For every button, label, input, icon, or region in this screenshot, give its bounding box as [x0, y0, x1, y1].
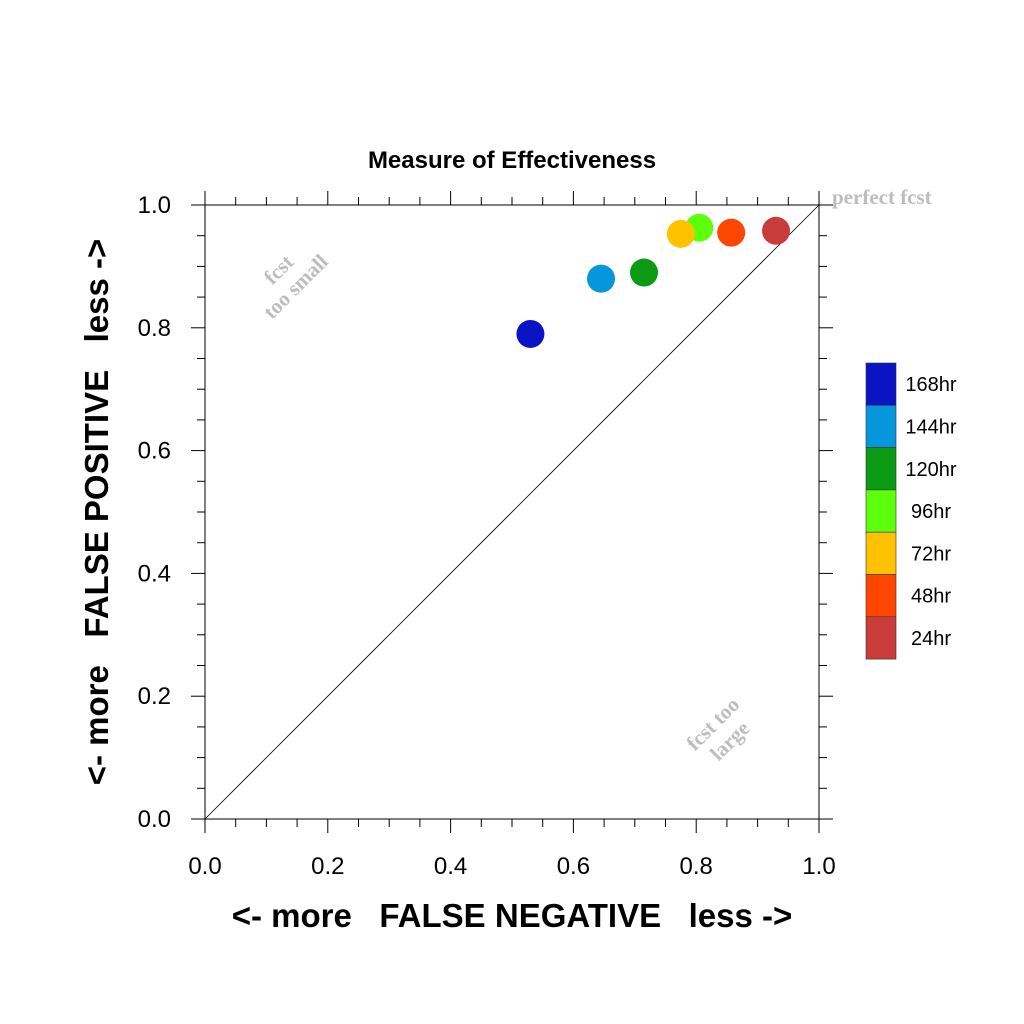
legend-label-144hr: 144hr	[905, 416, 956, 438]
y-tick-labels: 0.0 0.2 0.4 0.6 0.8 1.0	[138, 192, 171, 833]
annotation-perfect-fcst: perfect fcst	[832, 185, 932, 209]
legend-swatch-48hr	[865, 574, 897, 618]
legend-label-24hr: 24hr	[911, 628, 951, 650]
y-tick-label: 0.0	[138, 806, 171, 833]
point-120hr	[630, 258, 659, 287]
legend-swatch-168hr	[865, 362, 897, 406]
legend-label-72hr: 72hr	[911, 543, 951, 565]
x-tick-label: 0.0	[188, 853, 221, 880]
chart-title: Measure of Effectiveness	[368, 147, 656, 174]
x-tick-labels: 0.0 0.2 0.4 0.6 0.8 1.0	[188, 853, 835, 880]
x-tick-label: 1.0	[802, 853, 835, 880]
x-tick-label: 0.6	[557, 853, 590, 880]
point-48hr	[717, 218, 746, 247]
x-tick-label: 0.8	[680, 853, 713, 880]
x-tick-label: 0.2	[311, 853, 344, 880]
x-axis-label: <- more FALSE NEGATIVE less ->	[232, 897, 793, 934]
legend-swatch-24hr	[865, 616, 897, 660]
annotation-fcst-too-large: fcst too large	[681, 692, 754, 765]
legend-label-96hr: 96hr	[911, 501, 951, 523]
point-72hr	[666, 219, 695, 248]
point-24hr	[762, 216, 791, 245]
y-tick-label: 0.6	[138, 438, 171, 465]
legend: 168hr 144hr 120hr 96hr 72hr 48hr 24hr	[865, 362, 957, 660]
axis-ticks	[191, 191, 833, 833]
plot-area: 0.0 0.2 0.4 0.6 0.8 1.0 0.0 0.2 0.4 0.6 0.8 1.0	[138, 191, 836, 880]
y-axis-label: <- more FALSE POSITIVE less ->	[78, 239, 115, 786]
annotation-fcst-too-small: fcst too small	[258, 249, 332, 323]
data-points	[516, 213, 791, 348]
legend-label-120hr: 120hr	[905, 459, 956, 481]
y-tick-label: 0.2	[138, 683, 171, 710]
legend-swatch-144hr	[865, 404, 897, 448]
legend-swatch-72hr	[865, 531, 897, 575]
plot-frame	[204, 204, 820, 820]
y-tick-label: 1.0	[138, 192, 171, 219]
diagonal-reference-line	[204, 204, 820, 820]
point-168hr	[516, 319, 545, 348]
x-tick-label: 0.4	[434, 853, 467, 880]
y-tick-label: 0.4	[138, 560, 171, 587]
legend-label-48hr: 48hr	[911, 586, 951, 608]
y-tick-label: 0.8	[138, 315, 171, 342]
legend-swatch-120hr	[865, 447, 897, 491]
legend-swatch-96hr	[865, 489, 897, 533]
legend-label-168hr: 168hr	[905, 374, 956, 396]
point-144hr	[587, 264, 616, 293]
